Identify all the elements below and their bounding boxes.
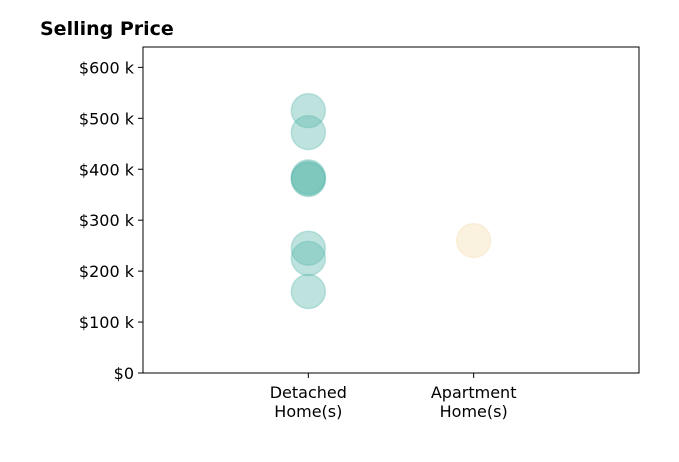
data-point [290, 114, 327, 151]
data-point [290, 159, 327, 195]
data-point [455, 222, 492, 259]
data-point [290, 230, 327, 266]
data-point [290, 161, 327, 198]
y-tick-label: $400 k [79, 160, 135, 179]
y-tick-label: $0 [114, 364, 134, 383]
plot-area-frame [142, 46, 640, 374]
x-tick-label: Home(s) [274, 402, 342, 421]
chart-title: Selling Price [40, 18, 174, 40]
data-point [290, 273, 327, 310]
y-tick-label: $500 k [79, 109, 135, 128]
x-tick-label: Apartment [431, 383, 517, 402]
y-tick-label: $100 k [79, 313, 135, 332]
y-tick-label: $300 k [79, 211, 135, 230]
data-point [290, 92, 327, 129]
y-axis: $0 $100 k $200 k $300 k $400 k $500 k $600 k [79, 58, 143, 383]
x-tick-label: Home(s) [440, 402, 508, 421]
y-tick-label: $600 k [79, 58, 135, 77]
data-points [290, 92, 492, 310]
data-point [290, 240, 327, 277]
x-tick-label: Detached [270, 383, 347, 402]
y-tick-label: $200 k [79, 262, 135, 281]
data-point [290, 160, 327, 197]
